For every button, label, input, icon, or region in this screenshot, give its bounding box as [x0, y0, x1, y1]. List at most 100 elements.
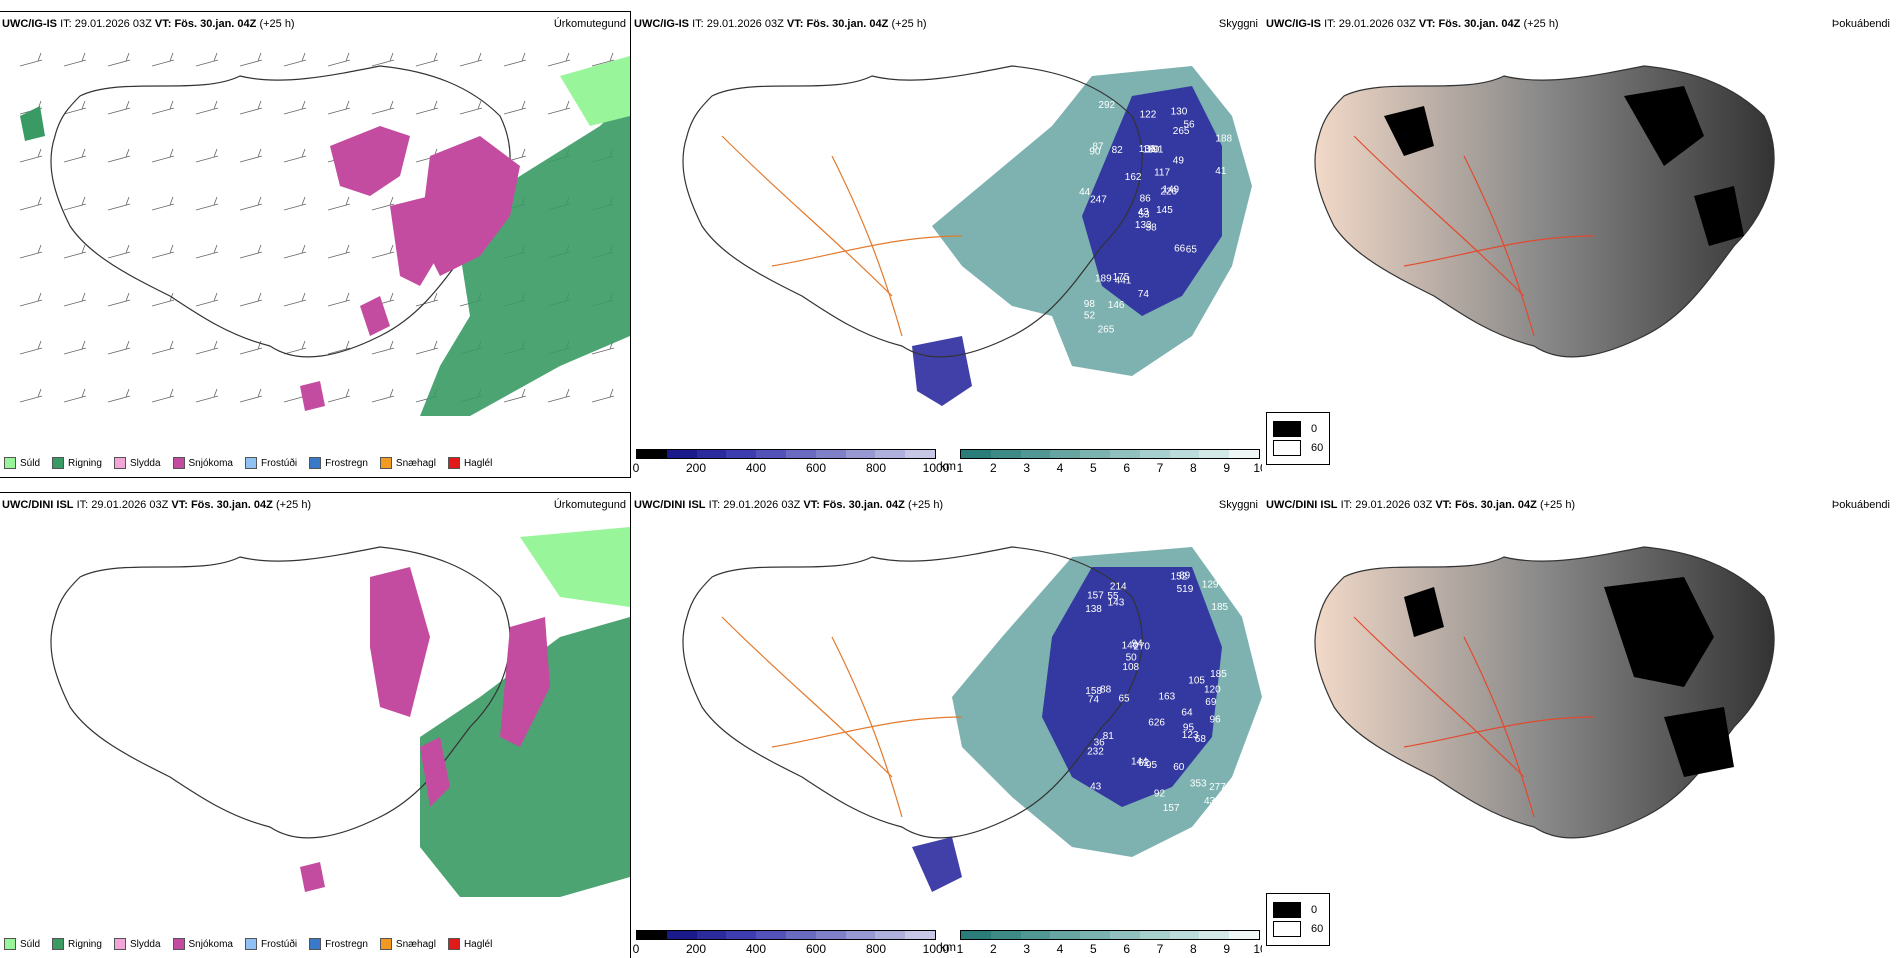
- colorbar-tick-label: 200: [685, 942, 707, 956]
- wind-barb: [327, 244, 351, 259]
- cloudbase-value-label: 90: [1089, 147, 1101, 158]
- precip-legend-item: Frostúði: [244, 457, 297, 469]
- cloudbase-value-label: 626: [1148, 717, 1165, 728]
- wind-barb: [239, 52, 263, 67]
- colorbar-segment: [815, 931, 846, 939]
- cloudbase-labels: 58 90 53 98 226 441 130 191 265 145 292 137 247 188 13…: [1079, 100, 1232, 336]
- fog-panel-row2: UWC/DINI ISL IT: 29.01.2026 03Z VT: Fös.…: [1264, 493, 1894, 958]
- wind-barb: [151, 52, 175, 67]
- wind-barb: [327, 388, 351, 403]
- colorbar-tick-label: 400: [745, 942, 767, 956]
- cloudbase-value-label: 120: [1204, 684, 1221, 695]
- precip-legend-label: Haglél: [463, 938, 493, 950]
- colorbar-tick-label: 1000: [922, 461, 950, 475]
- precip-legend-swatch: [4, 457, 16, 469]
- wind-barb: [195, 100, 219, 115]
- panel-title: UWC/DINI ISL IT: 29.01.2026 03Z VT: Fös.…: [1266, 499, 1576, 511]
- road-network: [721, 135, 963, 337]
- wind-barb: [107, 340, 131, 355]
- colorbar-segment: [961, 931, 991, 939]
- cloudbase-value-label: 43: [1204, 796, 1216, 807]
- precip-legend-item: Snjókoma: [172, 457, 233, 469]
- visibility-colorbar: 12345678910 km: [940, 449, 1262, 475]
- wind-barb: [503, 52, 527, 67]
- wind-barb: [107, 148, 131, 163]
- precip-legend-swatch: [379, 938, 392, 950]
- cloudbase-value-label: 53: [1139, 210, 1151, 221]
- precip-legend-swatch: [113, 457, 126, 469]
- cloudbase-value-label: 277: [1209, 782, 1226, 793]
- panel-type-label: Þokuábendi: [1831, 499, 1890, 511]
- cloudbase-value-label: 82: [1112, 145, 1124, 156]
- cloudbase-value-label: 270: [1133, 642, 1150, 653]
- colorbar-segment: [1229, 931, 1259, 939]
- colorbar-tick-label: 800: [865, 942, 887, 956]
- colorbar-segment: [785, 931, 816, 939]
- road-network: [721, 616, 963, 818]
- precip-legend-item: Frostregn: [309, 938, 368, 950]
- fog-map: [1314, 65, 1775, 358]
- colorbar-tick-label: 400: [745, 461, 767, 475]
- colorbar-tick-label: 2: [989, 942, 997, 956]
- colorbar-segment: [696, 931, 727, 939]
- cloudbase-value-label: 137: [1213, 321, 1230, 332]
- cloudbase-value-label: 98: [1084, 299, 1096, 310]
- wind-barb: [107, 52, 131, 67]
- colorbar-tick-label: 1: [956, 461, 964, 475]
- cloudbase-value-label: 265: [1173, 126, 1190, 137]
- cloudbase-value-label: 65: [1186, 245, 1198, 256]
- wind-barb: [327, 100, 351, 115]
- colorbar-segment: [1169, 931, 1200, 939]
- drizzle-area: [520, 527, 630, 607]
- wind-barb: [459, 52, 483, 67]
- cloudbase-value-label: 41: [1215, 166, 1227, 177]
- wind-barb: [371, 340, 395, 355]
- precip-legend-swatch: [309, 938, 322, 950]
- wind-barb: [63, 388, 87, 403]
- precip-panel-row2: UWC/DINI ISL IT: 29.01.2026 03Z VT: Fös.…: [0, 492, 631, 958]
- fog-legend-swatch: [1273, 421, 1301, 437]
- cloudbase-value-label: 265: [1098, 325, 1115, 336]
- wind-barb: [195, 340, 219, 355]
- wind-barb: [195, 244, 219, 259]
- precip-legend-swatch: [113, 938, 126, 950]
- cloudbase-value-label: 136: [1139, 144, 1156, 155]
- precip-legend-label: Rigning: [68, 457, 102, 469]
- wind-barb: [283, 340, 307, 355]
- fog-legend-swatch: [1273, 921, 1301, 937]
- colorbar-tick-label: 6: [1123, 461, 1130, 475]
- colorbar-segment: [990, 450, 1021, 458]
- wind-barb: [63, 340, 87, 355]
- cloudbase-value-label: 188: [1215, 133, 1232, 144]
- cloudbase-value-label: 66: [1174, 243, 1186, 254]
- wind-barb: [19, 196, 43, 211]
- snow-area: [300, 862, 325, 892]
- panel-title: UWC/DINI ISL IT: 29.01.2026 03Z VT: Fös.…: [634, 499, 944, 511]
- colorbar-tick-label: 7: [1156, 942, 1164, 956]
- colorbar-segment: [905, 931, 935, 939]
- precip-legend-swatch: [172, 457, 185, 469]
- cloudbase-value-label: 146: [1108, 300, 1125, 311]
- colorbar-tick-label: 8: [1189, 461, 1197, 475]
- cloudbase-value-label: 163: [1159, 692, 1176, 703]
- precip-legend-item: Snæhagl: [379, 457, 436, 469]
- cloudbase-value-label: 162: [1125, 172, 1142, 183]
- colorbar-tick-label: 9: [1223, 461, 1230, 475]
- cloudbase-value-label: 189: [1095, 274, 1112, 285]
- wind-barb: [239, 340, 263, 355]
- fog-legend-row1: 0 60: [1266, 412, 1331, 465]
- snow-area: [370, 567, 430, 717]
- colorbar-tick-label: 5: [1089, 942, 1097, 956]
- cloudbase-value-label: 149: [1162, 184, 1179, 195]
- colorbar-segment: [1199, 450, 1230, 458]
- colorbar-segment: [1109, 931, 1140, 939]
- cloudbase-value-label: 50: [1126, 653, 1138, 664]
- precip-map: [50, 527, 630, 897]
- cloudbase-value-label: 157: [1087, 590, 1104, 601]
- precip-legend-label: Snæhagl: [395, 457, 436, 469]
- colorbar-tick-label: 4: [1056, 461, 1064, 475]
- colorbar-segment: [1050, 931, 1081, 939]
- wind-barb: [63, 148, 87, 163]
- wind-barb: [19, 148, 43, 163]
